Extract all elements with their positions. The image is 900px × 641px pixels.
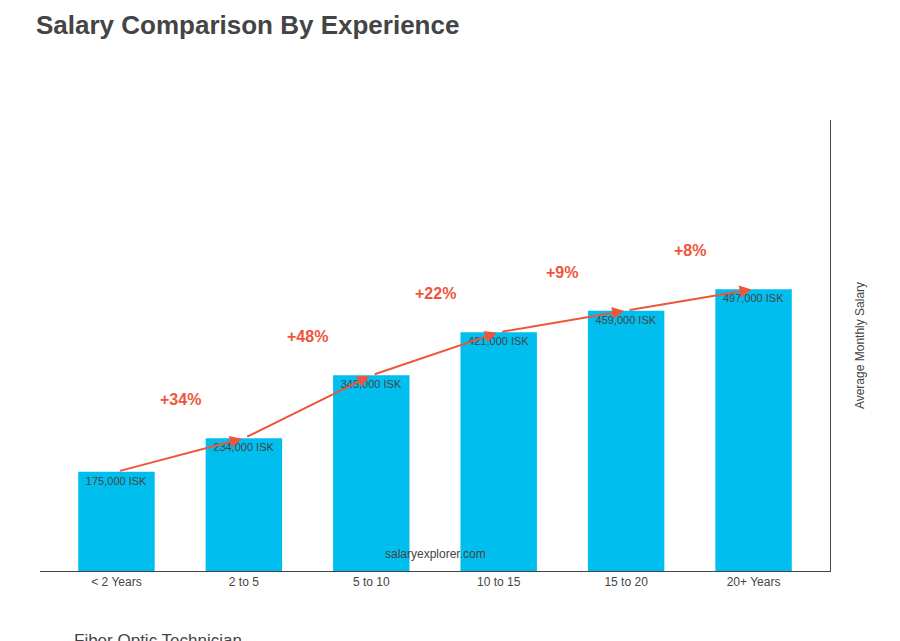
svg-text:Fiber Optic Technician: Fiber Optic Technician: [74, 631, 242, 641]
svg-text:+9%: +9%: [546, 264, 578, 281]
svg-text:< 2 Years: < 2 Years: [91, 575, 141, 589]
svg-text:175,000 ISK: 175,000 ISK: [86, 475, 147, 487]
svg-text:salaryexplorer.com: salaryexplorer.com: [385, 547, 486, 561]
svg-text:+8%: +8%: [674, 242, 706, 259]
svg-text:20+ Years: 20+ Years: [727, 575, 781, 589]
svg-text:15 to 20: 15 to 20: [604, 575, 648, 589]
svg-text:497,000 ISK: 497,000 ISK: [723, 292, 784, 304]
svg-text:345,000 ISK: 345,000 ISK: [341, 378, 402, 390]
svg-text:459,000 ISK: 459,000 ISK: [596, 314, 657, 326]
svg-text:234,000 ISK: 234,000 ISK: [213, 441, 274, 453]
svg-text:10 to 15: 10 to 15: [477, 575, 521, 589]
svg-text:421,000 ISK: 421,000 ISK: [468, 335, 529, 347]
svg-text:+34%: +34%: [160, 391, 201, 408]
svg-text:Salary Comparison By Experienc: Salary Comparison By Experience: [36, 10, 459, 40]
svg-text:+22%: +22%: [415, 285, 456, 302]
svg-text:5 to 10: 5 to 10: [353, 575, 390, 589]
svg-text:+48%: +48%: [287, 328, 328, 345]
svg-text:2 to 5: 2 to 5: [229, 575, 259, 589]
svg-text:Average Monthly Salary: Average Monthly Salary: [853, 282, 867, 409]
